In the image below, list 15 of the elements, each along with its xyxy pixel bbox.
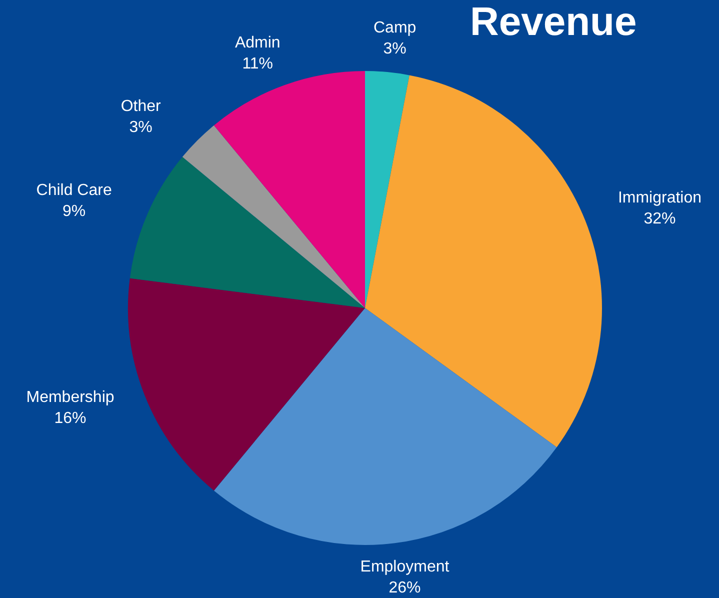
slice-label: Camp <box>373 20 416 37</box>
slice-label: Immigration <box>618 190 702 207</box>
slice-label: Membership <box>26 389 114 406</box>
data-label: 3% <box>383 40 406 58</box>
data-label: 32% <box>644 210 676 228</box>
data-label: 16% <box>54 410 86 428</box>
slice-label: Child Care <box>36 182 112 199</box>
data-label: 9% <box>62 202 86 220</box>
data-label: 11% <box>242 55 274 72</box>
data-label: 3% <box>129 118 152 136</box>
chart-title: Revenue <box>470 0 637 44</box>
data-label: 26% <box>388 579 421 596</box>
slice-label: Admin <box>234 34 280 52</box>
slice-label: Employment <box>360 558 450 576</box>
slice-label: Other <box>120 98 162 115</box>
